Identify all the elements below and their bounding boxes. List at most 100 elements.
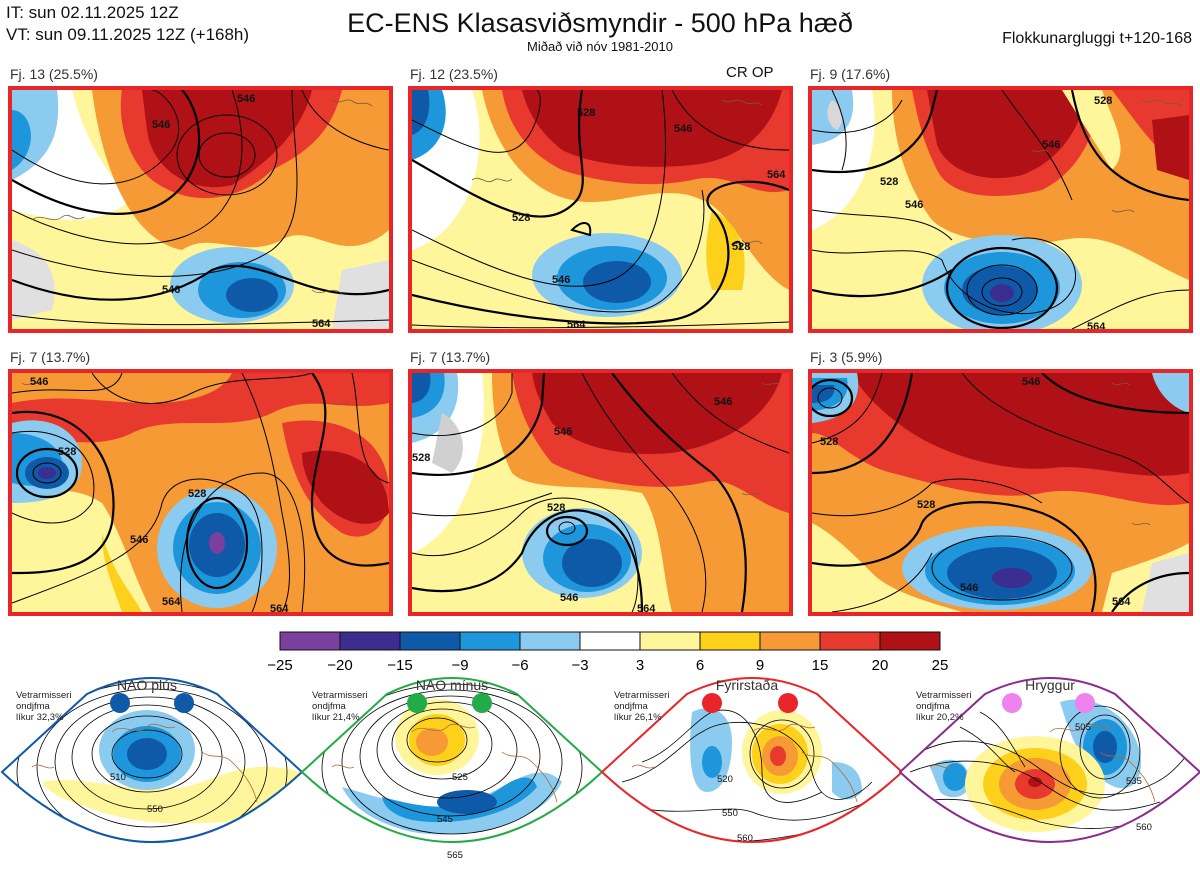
panel2-contour-label-3: 564: [767, 169, 786, 181]
panel-label-5: Fj. 7 (13.7%): [410, 349, 491, 365]
colorbar-bin-10: [879, 631, 941, 651]
regime-note-line2: ondjfma: [312, 701, 347, 712]
panel6-contour-label-2: 528: [820, 436, 838, 448]
regime-nao-plus: NAO plús Vetrarmisseri ondjfma líkur 32,…: [0, 677, 304, 843]
panel4-contour-label-6: 528: [188, 488, 206, 500]
regime-contour-label: 510: [110, 772, 126, 783]
page-title: EC-ENS Klasasviðsmyndir - 500 hPa hæð: [347, 8, 853, 38]
colorbar-tick-label: 6: [696, 657, 704, 674]
colorbar-tick-label: 20: [872, 657, 889, 674]
cluster-map-3: 528 546 528 546 564: [808, 86, 1193, 333]
panel2-contour-label-1: 528: [577, 107, 595, 119]
panel-label-1: Fj. 13 (25.5%): [10, 66, 98, 82]
cluster-map-6: 546 528 528 546 564: [808, 369, 1193, 616]
panel6-contour-label-1: 546: [1022, 376, 1040, 388]
regime-title: NAO mínus: [416, 677, 488, 693]
panel5-contour-label-4: 546: [560, 592, 578, 604]
panel3-contour-label-1: 528: [1094, 95, 1112, 107]
colorbar-tick-label: 25: [932, 657, 949, 674]
cluster-map-5: 546 546 528 546 564 528: [408, 369, 793, 616]
regime-contour-label: 550: [722, 808, 738, 819]
regime-contour-label: 565: [447, 850, 463, 861]
panel-tag-cr-op: CR OP: [726, 64, 774, 81]
colorbar-bin-0: [279, 631, 341, 651]
regime-title: NAO plús: [117, 677, 177, 693]
panel5-contour-label-1: 546: [714, 396, 732, 408]
panel2-contour-label-4: 528: [512, 212, 530, 224]
colorbar-tick-label: 3: [636, 657, 644, 674]
panel2-contour-label-7: 528: [732, 241, 750, 253]
panel3-contour-label-3: 528: [880, 176, 898, 188]
vt-line: VT: sun 09.11.2025 12Z (+168h): [6, 25, 250, 44]
regime-contour-label: 505: [1075, 722, 1091, 733]
panel-label-3: Fj. 9 (17.6%): [810, 66, 891, 82]
panel2-contour-label-6: 564: [567, 319, 586, 329]
regime-ridge: Hryggur Vetrarmisseri ondjfma líkur 20,2…: [898, 677, 1200, 843]
cluster-map-1: 546 546 564 546: [8, 86, 393, 333]
regime-dot: [778, 693, 798, 713]
panel3-contour-label-4: 546: [905, 199, 923, 211]
panel2-contour-label-5: 546: [552, 274, 570, 286]
colorbar-bin-3: [459, 631, 521, 651]
panel1-contour-label-2: 546: [237, 93, 255, 105]
colorbar-bin-2: [399, 631, 461, 651]
colorbar-bin-7: [699, 631, 761, 651]
regime-contour-label: 520: [717, 774, 733, 785]
regime-note-line1: Vetrarmisseri: [16, 690, 71, 701]
panel1-contour-label-3: 564: [312, 318, 331, 329]
panel3-contour-label-5: 564: [1087, 321, 1106, 329]
panel1-contour-label-1: 546: [152, 119, 170, 131]
panel6-contour-label-3: 528: [917, 499, 935, 511]
regime-note-line1: Vetrarmisseri: [614, 690, 669, 701]
regime-nao-minus: NAO mínus Vetrarmisseri ondjfma líkur 21…: [300, 677, 604, 861]
panel3-contour-label-2: 546: [1042, 139, 1060, 151]
window-label: Flokkunargluggi t+120-168: [1002, 30, 1192, 47]
colorbar-bin-6: [639, 631, 701, 651]
colorbar-tick-label: 9: [756, 657, 764, 674]
colorbar-tick-label: −20: [327, 657, 352, 674]
regime-dot: [1002, 693, 1022, 713]
cluster-map-4: 546 528 546 564 564 528: [8, 369, 393, 616]
regime-contour-label: 525: [452, 772, 468, 783]
panel4-contour-label-5: 564: [270, 603, 289, 612]
panel4-contour-label-4: 564: [162, 596, 181, 608]
header-times: IT: sun 02.11.2025 12Z VT: sun 09.11.202…: [6, 2, 249, 46]
regime-dot: [1075, 693, 1095, 713]
regime-note-line2: ondjfma: [614, 701, 649, 712]
regime-panels: NAO plús Vetrarmisseri ondjfma líkur 32,…: [0, 677, 1200, 861]
regime-note-line3: líkur 20,2%: [916, 712, 964, 723]
regime-dot: [702, 693, 722, 713]
colorbar-tick-label: −25: [267, 657, 292, 674]
colorbar-tick-label: −15: [387, 657, 412, 674]
panel5-contour-label-5: 564: [637, 603, 656, 612]
panel2-contour-label-2: 546: [674, 123, 692, 135]
colorbar-bin-5: [579, 631, 641, 651]
panel4-contour-label-3: 546: [130, 534, 148, 546]
regime-dot: [472, 693, 492, 713]
panel1-contour-label-4: 546: [162, 284, 180, 296]
regime-contour-label: 560: [1136, 822, 1152, 833]
colorbar-bin-9: [819, 631, 881, 651]
regime-title: Hryggur: [1025, 677, 1075, 693]
regime-title: Fyrirstaða: [716, 677, 778, 693]
regime-dot: [407, 693, 427, 713]
panel-label-4: Fj. 7 (13.7%): [10, 349, 91, 365]
panel-label-2: Fj. 12 (23.5%): [410, 66, 498, 82]
panel4-contour-label-2: 528: [58, 446, 76, 458]
regime-contour-label: 560: [737, 833, 753, 844]
panel-label-6: Fj. 3 (5.9%): [810, 349, 883, 365]
regime-note-line2: ondjfma: [16, 701, 51, 712]
colorbar-tick-label: −9: [451, 657, 468, 674]
regime-note-line3: líkur 26,1%: [614, 712, 662, 723]
colorbar-bin-4: [519, 631, 581, 651]
regime-note-line3: líkur 21,4%: [312, 712, 360, 723]
panel6-contour-label-5: 564: [1112, 596, 1131, 608]
regime-note-line3: líkur 32,3%: [16, 712, 64, 723]
regime-dot: [174, 693, 194, 713]
regime-contour-label: 550: [147, 804, 163, 815]
colorbar-tick-label: −6: [511, 657, 528, 674]
page-subtitle: Miðað við nóv 1981-2010: [527, 39, 673, 54]
panel5-contour-label-3: 528: [547, 502, 565, 514]
panel6-contour-label-4: 546: [960, 582, 978, 594]
regime-dot: [110, 693, 130, 713]
